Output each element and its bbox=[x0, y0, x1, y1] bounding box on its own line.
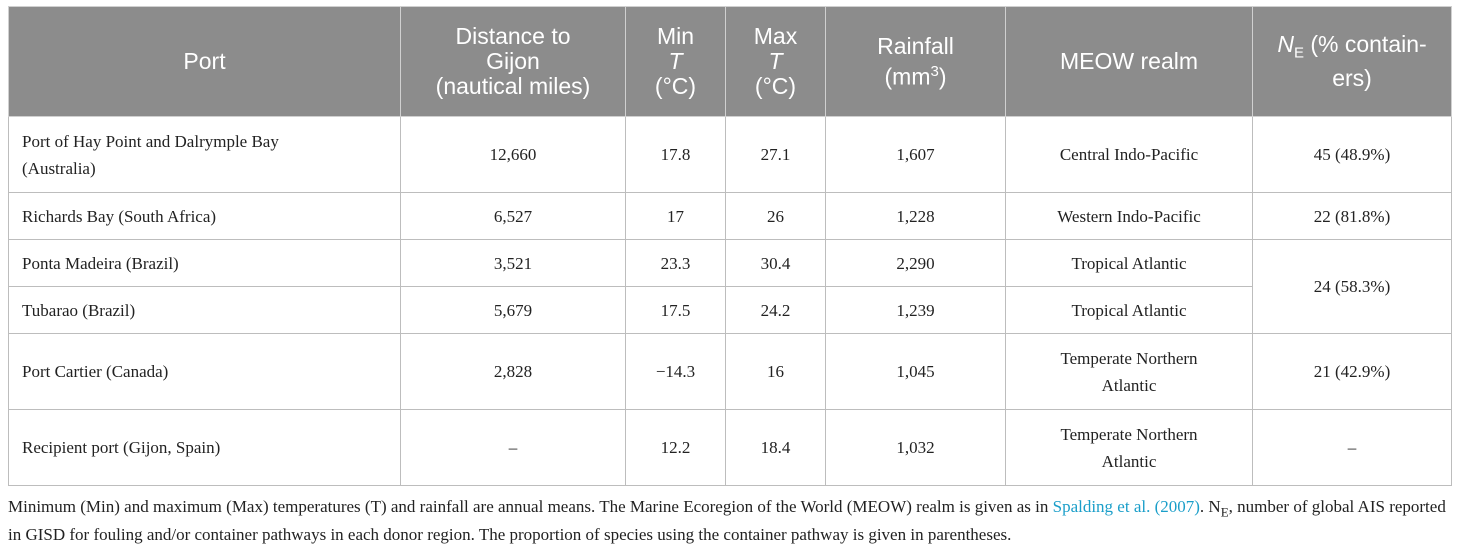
ne-cell: – bbox=[1252, 409, 1452, 486]
citation-link[interactable]: Spalding et al. (2007) bbox=[1052, 497, 1200, 516]
distance-cell: 6,527 bbox=[400, 192, 626, 240]
distance-cell: 3,521 bbox=[400, 239, 626, 287]
header-min-t: Min T (°C) bbox=[625, 6, 726, 117]
header-meow-realm: MEOW realm bbox=[1005, 6, 1253, 117]
min-t-cell: −14.3 bbox=[625, 333, 726, 410]
ne-cell: 24 (58.3%) bbox=[1252, 239, 1452, 334]
max-t-cell: 30.4 bbox=[725, 239, 826, 287]
header-max-t: Max T (°C) bbox=[725, 6, 826, 117]
min-t-cell: 17.5 bbox=[625, 286, 726, 334]
table-footnote: Minimum (Min) and maximum (Max) temperat… bbox=[8, 497, 1446, 545]
header-row: Port Distance to Gijon (nautical miles) … bbox=[8, 6, 1452, 117]
max-t-cell: 16 bbox=[725, 333, 826, 410]
rainfall-cell: 1,045 bbox=[825, 333, 1006, 410]
rainfall-cell: 1,228 bbox=[825, 192, 1006, 240]
distance-cell: 2,828 bbox=[400, 333, 626, 410]
max-t-cell: 27.1 bbox=[725, 116, 826, 193]
meow-cell: Western Indo-Pacific bbox=[1005, 192, 1253, 240]
meow-cell: Tropical Atlantic bbox=[1005, 286, 1253, 334]
port-cell: Port of Hay Point and Dalrymple Bay (Aust… bbox=[8, 116, 401, 193]
header-distance: Distance to Gijon (nautical miles) bbox=[400, 6, 626, 117]
meow-cell: Tropical Atlantic bbox=[1005, 239, 1253, 287]
rainfall-cell: 1,032 bbox=[825, 409, 1006, 486]
distance-cell: – bbox=[400, 409, 626, 486]
ne-cell: 22 (81.8%) bbox=[1252, 192, 1452, 240]
ne-cell: 21 (42.9%) bbox=[1252, 333, 1452, 410]
distance-cell: 12,660 bbox=[400, 116, 626, 193]
max-t-cell: 26 bbox=[725, 192, 826, 240]
rainfall-cell: 1,239 bbox=[825, 286, 1006, 334]
table-row: Recipient port (Gijon, Spain) – 12.2 18.… bbox=[8, 409, 1452, 486]
port-cell: Ponta Madeira (Brazil) bbox=[8, 239, 401, 287]
min-t-cell: 17.8 bbox=[625, 116, 726, 193]
rainfall-cell: 1,607 bbox=[825, 116, 1006, 193]
min-t-cell: 12.2 bbox=[625, 409, 726, 486]
port-cell: Recipient port (Gijon, Spain) bbox=[8, 409, 401, 486]
rainfall-cell: 2,290 bbox=[825, 239, 1006, 287]
meow-cell: Central Indo-Pacific bbox=[1005, 116, 1253, 193]
ne-cell: 45 (48.9%) bbox=[1252, 116, 1452, 193]
table-row: Port Cartier (Canada) 2,828 −14.3 16 1,0… bbox=[8, 333, 1452, 410]
min-t-cell: 23.3 bbox=[625, 239, 726, 287]
port-cell: Richards Bay (South Africa) bbox=[8, 192, 401, 240]
header-ne: NE (% contain- ers) bbox=[1252, 6, 1452, 117]
meow-cell: Temperate Northern Atlantic bbox=[1005, 333, 1253, 410]
data-table: Port Distance to Gijon (nautical miles) … bbox=[8, 6, 1452, 486]
max-t-cell: 18.4 bbox=[725, 409, 826, 486]
header-rainfall: Rainfall (mm3) bbox=[825, 6, 1006, 117]
port-cell: Port Cartier (Canada) bbox=[8, 333, 401, 410]
meow-cell: Temperate Northern Atlantic bbox=[1005, 409, 1253, 486]
header-port: Port bbox=[8, 6, 401, 117]
port-cell: Tubarao (Brazil) bbox=[8, 286, 401, 334]
table-row: Tubarao (Brazil) 5,679 17.5 24.2 1,239 T… bbox=[8, 286, 1452, 334]
max-t-cell: 24.2 bbox=[725, 286, 826, 334]
table-row: Port of Hay Point and Dalrymple Bay (Aust… bbox=[8, 116, 1452, 193]
table-row: Ponta Madeira (Brazil) 3,521 23.3 30.4 2… bbox=[8, 239, 1452, 334]
table-row: Richards Bay (South Africa) 6,527 17 26 … bbox=[8, 192, 1452, 240]
min-t-cell: 17 bbox=[625, 192, 726, 240]
distance-cell: 5,679 bbox=[400, 286, 626, 334]
